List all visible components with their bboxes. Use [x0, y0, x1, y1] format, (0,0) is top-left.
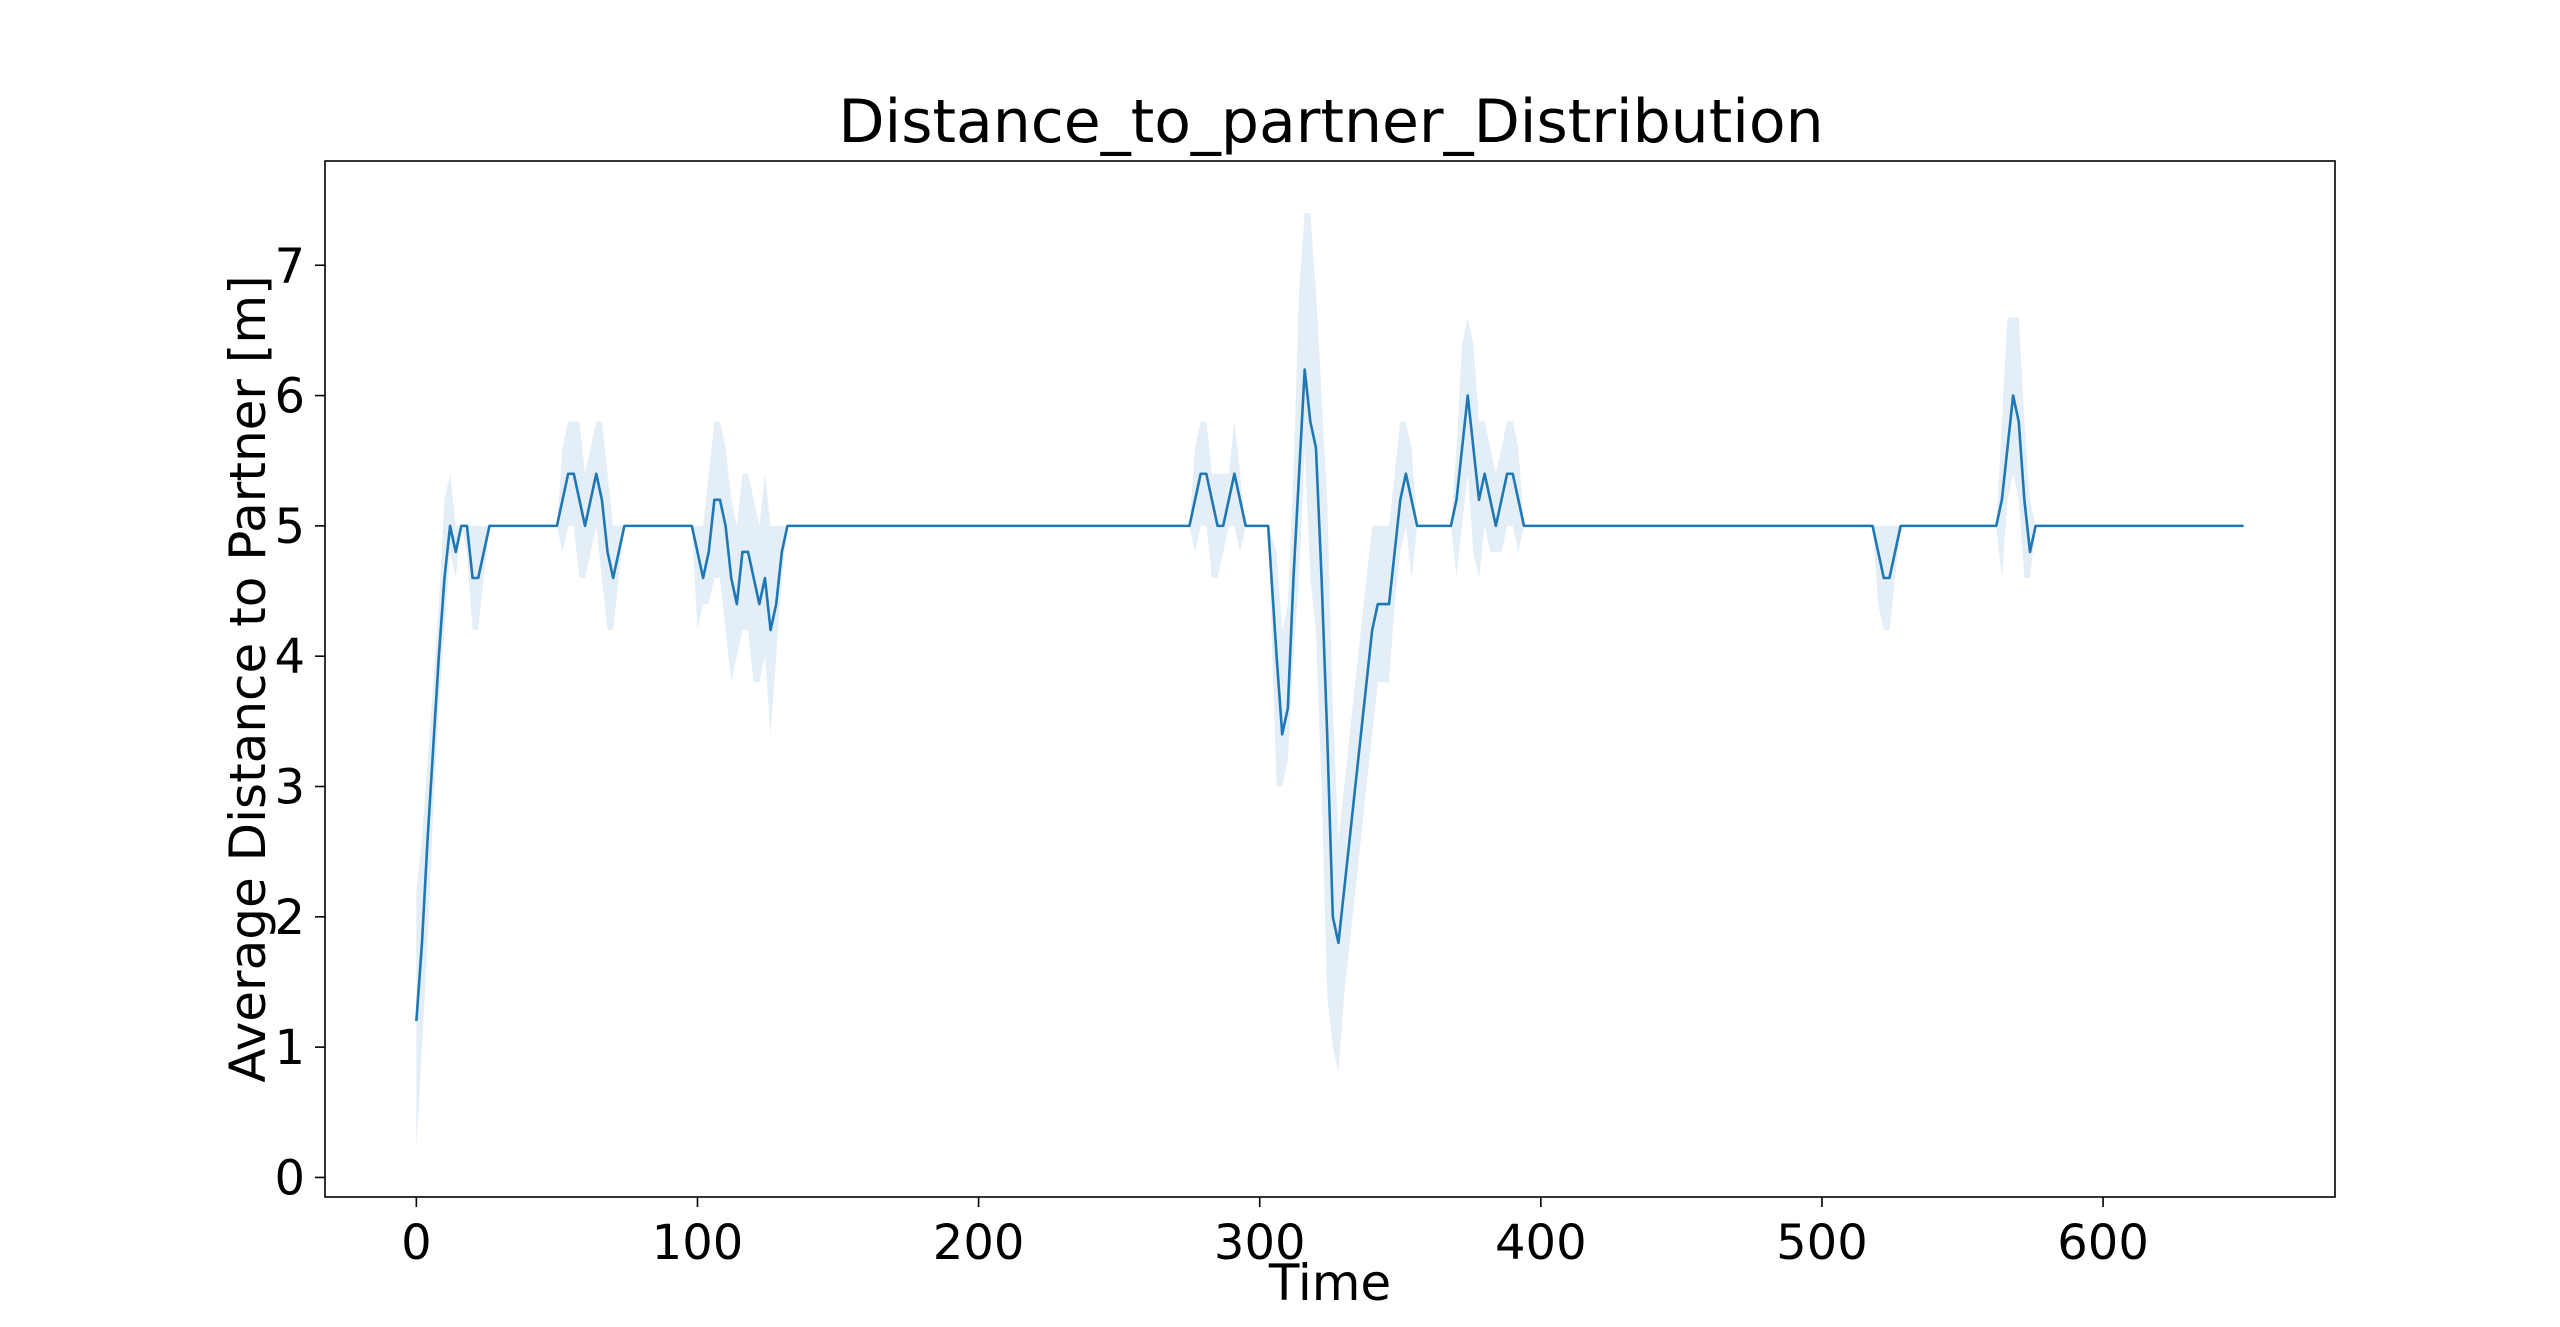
- x-tick-label: 600: [2057, 1215, 2149, 1271]
- y-tick-label: 2: [274, 890, 305, 946]
- y-axis-ticks: 0 1 2 3 4 5 6 7: [274, 238, 325, 1206]
- x-tick-label: 100: [652, 1215, 744, 1271]
- y-tick-label: 4: [274, 629, 305, 685]
- x-axis-ticks: 0 100 200 300 400 500 600: [401, 1197, 2149, 1271]
- chart-title: Distance_to_partner_Distribution: [838, 87, 1823, 157]
- series-line: [415, 368, 2244, 1022]
- y-tick-label: 1: [274, 1020, 305, 1076]
- y-tick-label: 0: [274, 1150, 305, 1206]
- x-tick-label: 200: [933, 1215, 1025, 1271]
- x-tick-label: 0: [401, 1215, 432, 1271]
- x-tick-label: 500: [1776, 1215, 1868, 1271]
- x-tick-label: 300: [1214, 1215, 1306, 1271]
- x-tick-label: 400: [1495, 1215, 1587, 1271]
- confidence-band: [416, 213, 2244, 1152]
- y-tick-label: 3: [274, 760, 305, 816]
- y-tick-label: 5: [274, 499, 305, 555]
- plot-area: [415, 213, 2244, 1152]
- axes-frame: [324, 160, 2336, 1198]
- y-tick-label: 6: [274, 369, 305, 425]
- y-axis-label: Average Distance to Partner [m]: [219, 275, 277, 1082]
- y-tick-label: 7: [274, 238, 305, 294]
- x-axis-label: Time: [1268, 1254, 1391, 1312]
